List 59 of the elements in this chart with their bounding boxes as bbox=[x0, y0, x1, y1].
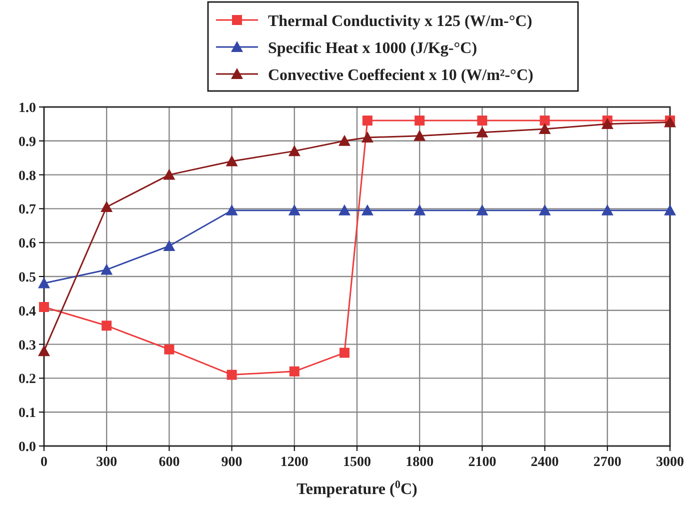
y-tick-label: 0.6 bbox=[18, 236, 36, 252]
x-tick-label: 900 bbox=[221, 455, 242, 470]
y-tick-label: 0.2 bbox=[18, 372, 36, 388]
point bbox=[476, 204, 488, 216]
point bbox=[414, 204, 426, 216]
point bbox=[338, 134, 350, 146]
y-tick-label: 0.9 bbox=[18, 134, 36, 150]
point bbox=[288, 204, 300, 216]
point bbox=[288, 145, 300, 156]
point bbox=[226, 155, 238, 166]
point bbox=[38, 345, 50, 356]
y-tick-label: 0.8 bbox=[18, 168, 36, 184]
y-tick-label: 0.3 bbox=[18, 338, 36, 354]
point bbox=[163, 168, 176, 180]
y-tick-label: 0.0 bbox=[18, 440, 36, 455]
point bbox=[38, 277, 50, 288]
y-tick-label: 0.1 bbox=[18, 406, 36, 422]
y-tick-label: 0.5 bbox=[18, 270, 36, 286]
point bbox=[477, 116, 488, 126]
point bbox=[664, 204, 676, 216]
point bbox=[601, 204, 614, 216]
x-axis-title: Temperature ($^{0}$C) bbox=[296, 479, 418, 498]
y-tick-label: 1.0 bbox=[18, 101, 36, 116]
point bbox=[164, 344, 174, 354]
legend-label: Convective Coeffecient x 10 (W/m²-°C) bbox=[268, 67, 534, 84]
x-tick-label: 1200 bbox=[280, 455, 308, 470]
legend-label: Specific Heat x 1000 (J/Kg-°C) bbox=[268, 40, 478, 57]
y-tick-label: 0.4 bbox=[18, 304, 36, 320]
x-tick-label: 2400 bbox=[530, 455, 559, 470]
point bbox=[102, 320, 112, 331]
x-tick-label: 0 bbox=[40, 455, 48, 470]
point bbox=[100, 264, 113, 275]
point bbox=[414, 116, 425, 126]
legend-label: Thermal Conductivity x 125 (W/m-°C) bbox=[268, 13, 532, 30]
x-tick-label: 2700 bbox=[593, 455, 622, 470]
point bbox=[289, 366, 300, 376]
point bbox=[601, 118, 614, 129]
point bbox=[476, 126, 488, 138]
point bbox=[540, 116, 550, 126]
point bbox=[226, 204, 238, 216]
point bbox=[538, 123, 551, 134]
x-tick-label: 1800 bbox=[406, 455, 434, 470]
point bbox=[39, 302, 49, 312]
point bbox=[361, 132, 374, 143]
x-tick-label: 600 bbox=[158, 455, 180, 470]
x-tick-label: 2100 bbox=[468, 455, 496, 470]
point bbox=[361, 204, 374, 216]
point bbox=[163, 240, 176, 251]
point bbox=[339, 348, 350, 358]
x-tick-label: 300 bbox=[96, 455, 118, 470]
point bbox=[414, 130, 426, 141]
point bbox=[226, 370, 237, 380]
point bbox=[100, 201, 113, 212]
x-tick-label: 1500 bbox=[343, 455, 371, 470]
point bbox=[362, 116, 372, 126]
point bbox=[538, 204, 551, 216]
point bbox=[338, 204, 350, 216]
y-tick-label: 0.7 bbox=[18, 202, 36, 218]
x-tick-label: 3000 bbox=[656, 455, 684, 470]
